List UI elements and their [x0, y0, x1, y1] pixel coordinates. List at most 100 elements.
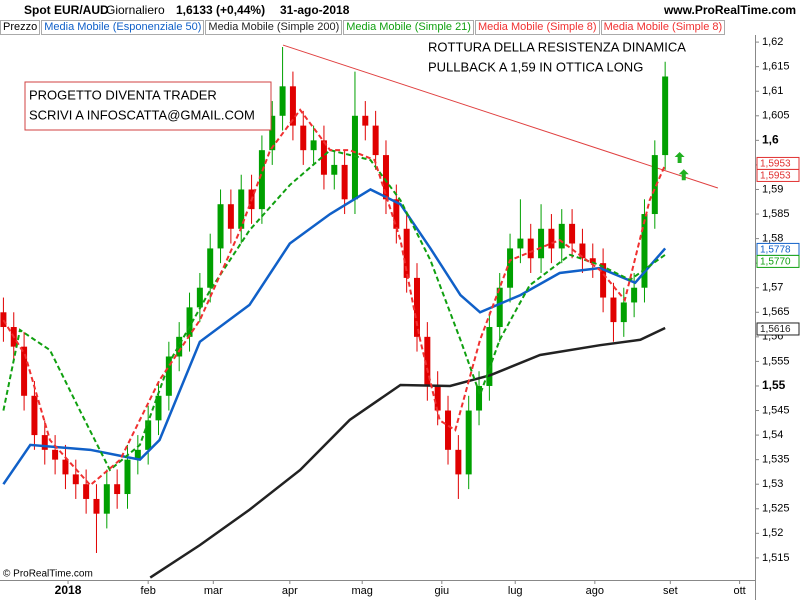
x-tick-label: apr	[282, 585, 298, 597]
candle-body	[403, 228, 410, 278]
y-tick-label: 1,585	[762, 208, 790, 220]
candle-body	[93, 498, 100, 514]
x-tick-label: 2018	[55, 583, 82, 597]
moving-average	[149, 326, 666, 579]
x-tick-label: feb	[141, 585, 156, 597]
candle-body	[548, 228, 555, 249]
legend-entry[interactable]: Media Mobile (Esponenziale 50)	[41, 20, 205, 35]
candle-body	[217, 204, 224, 249]
candle-body	[155, 395, 162, 421]
candle-body	[372, 125, 379, 156]
y-tick-label: 1,53	[762, 478, 783, 490]
y-tick-label: 1,565	[762, 306, 790, 318]
candle-body	[238, 189, 245, 229]
price-tag-label: 1,5953	[760, 171, 791, 182]
candle-body	[114, 484, 121, 495]
candle-body	[507, 248, 514, 288]
legend-entry[interactable]: Media Mobile (Simple 200)	[205, 20, 343, 35]
symbol: Spot EUR/AUD	[24, 3, 109, 17]
price-tag	[756, 322, 800, 336]
y-tick-label: 1,615	[762, 61, 790, 73]
legend-entry[interactable]: Media Mobile (Simple 21)	[343, 20, 474, 35]
price-tag-label: 1,5616	[760, 324, 791, 335]
y-tick-label: 1,61	[762, 85, 783, 97]
candle-body	[610, 297, 617, 323]
x-tick-label: mar	[204, 585, 223, 597]
y-tick-label: 1,605	[762, 110, 790, 122]
candle-body	[486, 327, 493, 386]
last-price: 1,6133 (+0,44%)	[176, 3, 266, 17]
trendline	[282, 44, 719, 189]
candle-body	[124, 459, 131, 495]
x-tick-label: mag	[351, 585, 372, 597]
box-text: PROGETTO DIVENTA TRADER	[29, 87, 217, 102]
price-tag	[756, 168, 800, 182]
header: Spot EUR/AUD Giornaliero 1,6133 (+0,44%)…	[0, 0, 800, 20]
candle-body	[434, 385, 441, 411]
candle-body	[455, 449, 462, 475]
candle-body	[310, 140, 317, 151]
candle-body	[569, 223, 576, 244]
up-arrow	[678, 169, 689, 181]
candle-body	[186, 307, 193, 337]
candle-body	[496, 287, 503, 328]
candle-body	[31, 395, 38, 436]
legend: Prezzo Media Mobile (Esponenziale 50) Med…	[0, 20, 726, 35]
candle-body	[176, 336, 183, 357]
y-tick-label: 1,62	[762, 36, 783, 48]
candle-body	[83, 484, 90, 499]
candle-body	[362, 115, 369, 126]
copyright: © ProRealTime.com	[3, 569, 93, 580]
candle-body	[465, 410, 472, 475]
candle-body	[558, 223, 565, 249]
y-tick-label: 1,59	[762, 183, 783, 195]
candle-body	[620, 302, 627, 323]
candle-body	[62, 459, 69, 475]
y-tick-label: 1,555	[762, 355, 790, 367]
up-arrow	[674, 152, 685, 164]
candle-body	[589, 258, 596, 264]
price-tag	[756, 254, 800, 268]
legend-entry[interactable]: Media Mobile (Simple 8)	[474, 20, 600, 35]
legend-entry[interactable]: Media Mobile (Simple 8)	[600, 20, 726, 35]
y-tick-label: 1,515	[762, 552, 790, 564]
candle-body	[424, 336, 431, 386]
annotation: ROTTURA DELLA RESISTENZA DINAMICA	[428, 39, 686, 54]
y-tick-label: 1,54	[762, 429, 783, 441]
candle-body	[331, 164, 338, 175]
candle-body	[300, 125, 307, 151]
price-tag-label: 1,5953	[760, 159, 791, 170]
candle-body	[641, 214, 648, 288]
price-tag-label: 1,5770	[760, 257, 791, 268]
candle-body	[103, 484, 110, 514]
candle-body	[279, 86, 286, 116]
y-tick-label: 1,58	[762, 233, 783, 245]
candle-body	[413, 277, 420, 337]
info-box	[24, 81, 272, 131]
candle-body	[382, 155, 389, 200]
moving-average	[2, 188, 667, 485]
candle-body	[538, 228, 545, 259]
candle-body	[227, 204, 234, 229]
candle-body	[651, 155, 658, 215]
candle-body	[579, 243, 586, 259]
moving-average	[2, 149, 666, 472]
candle-body	[445, 410, 452, 450]
y-tick-label: 1,535	[762, 454, 790, 466]
y-tick-label: 1,525	[762, 503, 790, 515]
period: Giornaliero	[106, 3, 165, 17]
candle-body	[41, 435, 48, 450]
candle-body	[145, 420, 152, 450]
annotation: PULLBACK A 1,59 IN OTTICA LONG	[428, 59, 643, 74]
y-tick-label: 1,6	[762, 133, 779, 147]
candle-body	[600, 263, 607, 298]
box-text: SCRIVI A INFOSCATTA@GMAIL.COM	[29, 107, 255, 122]
y-tick-label: 1,52	[762, 527, 783, 539]
legend-entry[interactable]: Prezzo	[0, 20, 41, 35]
y-tick-label: 1,545	[762, 404, 790, 416]
candle-body	[165, 356, 172, 396]
candle-body	[517, 238, 524, 249]
x-tick-label: ott	[733, 585, 745, 597]
